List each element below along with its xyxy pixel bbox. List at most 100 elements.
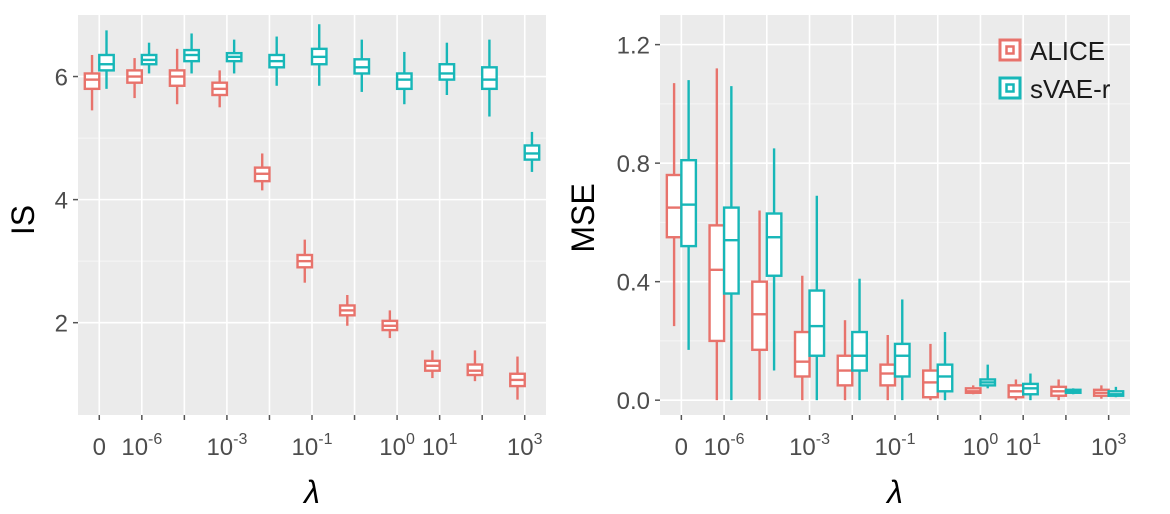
box-iqr (98, 53, 115, 72)
is-box-alice (509, 356, 526, 400)
is-box-alice (338, 295, 356, 326)
mse-box-svae-r (680, 80, 698, 350)
is-boxes (83, 24, 541, 400)
is-box-alice (168, 48, 186, 105)
mse-box-svae-r (1107, 386, 1125, 398)
box-iqr (851, 330, 868, 372)
mse-y-axis-label: MSE (565, 183, 601, 252)
mse-box-alice (879, 335, 897, 401)
mse-x-tick-label: 0 (675, 434, 688, 461)
is-box-alice (126, 58, 144, 99)
mse-x-tick-label: 101 (1005, 431, 1041, 461)
is-box-svae-r (310, 24, 328, 86)
mse-y-tick-labels: 0.0 0.4 0.8 1.2 (617, 33, 660, 415)
mse-legend: ALICE sVAE-r (998, 36, 1111, 104)
legend-key-svae-r-inner (1005, 83, 1015, 93)
box-iqr (808, 289, 826, 357)
box-iqr (922, 369, 939, 399)
mse-boxes (665, 68, 1125, 401)
is-x-tick-label: 100 (379, 431, 415, 461)
is-y-axis-label: IS (5, 205, 41, 235)
is-box-svae-r (140, 42, 158, 74)
legend-label-alice: ALICE (1030, 36, 1105, 66)
is-box-svae-r (183, 33, 201, 74)
mse-box-svae-r (808, 195, 826, 401)
box-iqr (751, 280, 769, 352)
legend-label-svae-r: sVAE-r (1030, 74, 1111, 104)
mse-x-axis-label: λ (885, 474, 903, 510)
box-iqr (438, 63, 456, 81)
mse-y-tick-label: 1.2 (617, 33, 650, 60)
is-x-tick-labels: 0 10-6 10-3 10-1 100 101 103 (93, 415, 543, 461)
is-y-tick-labels: 2 4 6 (55, 65, 78, 338)
is-x-tick-label: 0 (93, 434, 106, 461)
mse-y-tick-label: 0.4 (617, 270, 650, 297)
mse-y-tick-label: 0.8 (617, 151, 650, 178)
is-x-axis-label: λ (302, 474, 320, 510)
box-iqr (708, 224, 726, 343)
legend-key-svae-r (998, 76, 1022, 100)
mse-box-alice (964, 385, 982, 395)
box-iqr (168, 69, 186, 87)
box-iqr (680, 158, 698, 248)
is-box-alice (253, 153, 271, 191)
mse-x-tick-labels: 0 10-6 10-3 10-1 100 101 103 (675, 415, 1127, 461)
mse-x-tick-label: 10-6 (704, 431, 745, 461)
mse-box-svae-r (893, 299, 911, 401)
legend-item-alice: ALICE (998, 36, 1105, 66)
is-x-tick-label: 10-6 (121, 431, 162, 461)
box-iqr (480, 66, 498, 91)
mse-box-svae-r (765, 148, 783, 371)
box-iqr (395, 72, 413, 91)
is-box-alice (466, 350, 484, 382)
is-box-alice (296, 239, 314, 283)
box-iqr (936, 363, 954, 393)
is-x-tick-label: 103 (507, 431, 543, 461)
mse-chart: 0.00.40.81.2 0 10-6 10-3 10-1 100 101 103 MSE … (565, 15, 1130, 510)
mse-box-alice (708, 68, 726, 401)
is-box-svae-r (353, 39, 371, 92)
is-box-alice (381, 310, 399, 339)
box-iqr (765, 212, 783, 277)
is-box-alice (83, 55, 101, 111)
mse-box-svae-r (1064, 388, 1082, 395)
is-box-alice (211, 70, 229, 108)
is-box-alice (423, 350, 441, 379)
is-x-tick-label: 101 (422, 431, 458, 461)
is-y-tick-label: 2 (55, 311, 68, 338)
is-box-svae-r (225, 39, 243, 74)
box-iqr (893, 342, 911, 378)
legend-key-alice (998, 38, 1022, 62)
mse-y-tick-label: 0.0 (617, 388, 650, 415)
is-x-tick-label: 10-3 (206, 431, 247, 461)
is-x-tick-label: 10-1 (292, 431, 333, 461)
is-y-tick-label: 6 (55, 65, 68, 92)
is-box-svae-r (480, 39, 498, 117)
is-box-svae-r (268, 36, 286, 86)
mse-box-svae-r (851, 278, 868, 401)
is-box-svae-r (98, 30, 115, 89)
legend-item-svae-r: sVAE-r (998, 74, 1111, 104)
mse-x-tick-label: 10-1 (875, 431, 916, 461)
box-iqr (83, 72, 101, 91)
mse-x-tick-label: 10-3 (789, 431, 830, 461)
mse-x-tick-label: 103 (1091, 431, 1127, 461)
is-y-tick-label: 4 (55, 188, 68, 215)
is-box-svae-r (438, 42, 456, 95)
mse-box-svae-r (979, 364, 997, 389)
mse-x-tick-label: 100 (963, 431, 999, 461)
box-iqr (793, 330, 811, 378)
mse-box-svae-r (936, 332, 954, 401)
mse-box-svae-r (722, 86, 740, 401)
box-iqr (665, 173, 683, 239)
box-iqr (879, 363, 897, 387)
legend-key-alice-inner (1005, 45, 1015, 55)
is-box-svae-r (523, 131, 541, 172)
mse-box-alice (751, 210, 769, 401)
mse-box-svae-r (1021, 373, 1039, 401)
box-iqr (722, 206, 740, 295)
is-box-svae-r (395, 51, 413, 105)
is-chart: 2 4 6 0 10-6 10-3 10-1 100 101 103 IS λ (5, 15, 546, 510)
mse-box-alice (665, 83, 683, 327)
